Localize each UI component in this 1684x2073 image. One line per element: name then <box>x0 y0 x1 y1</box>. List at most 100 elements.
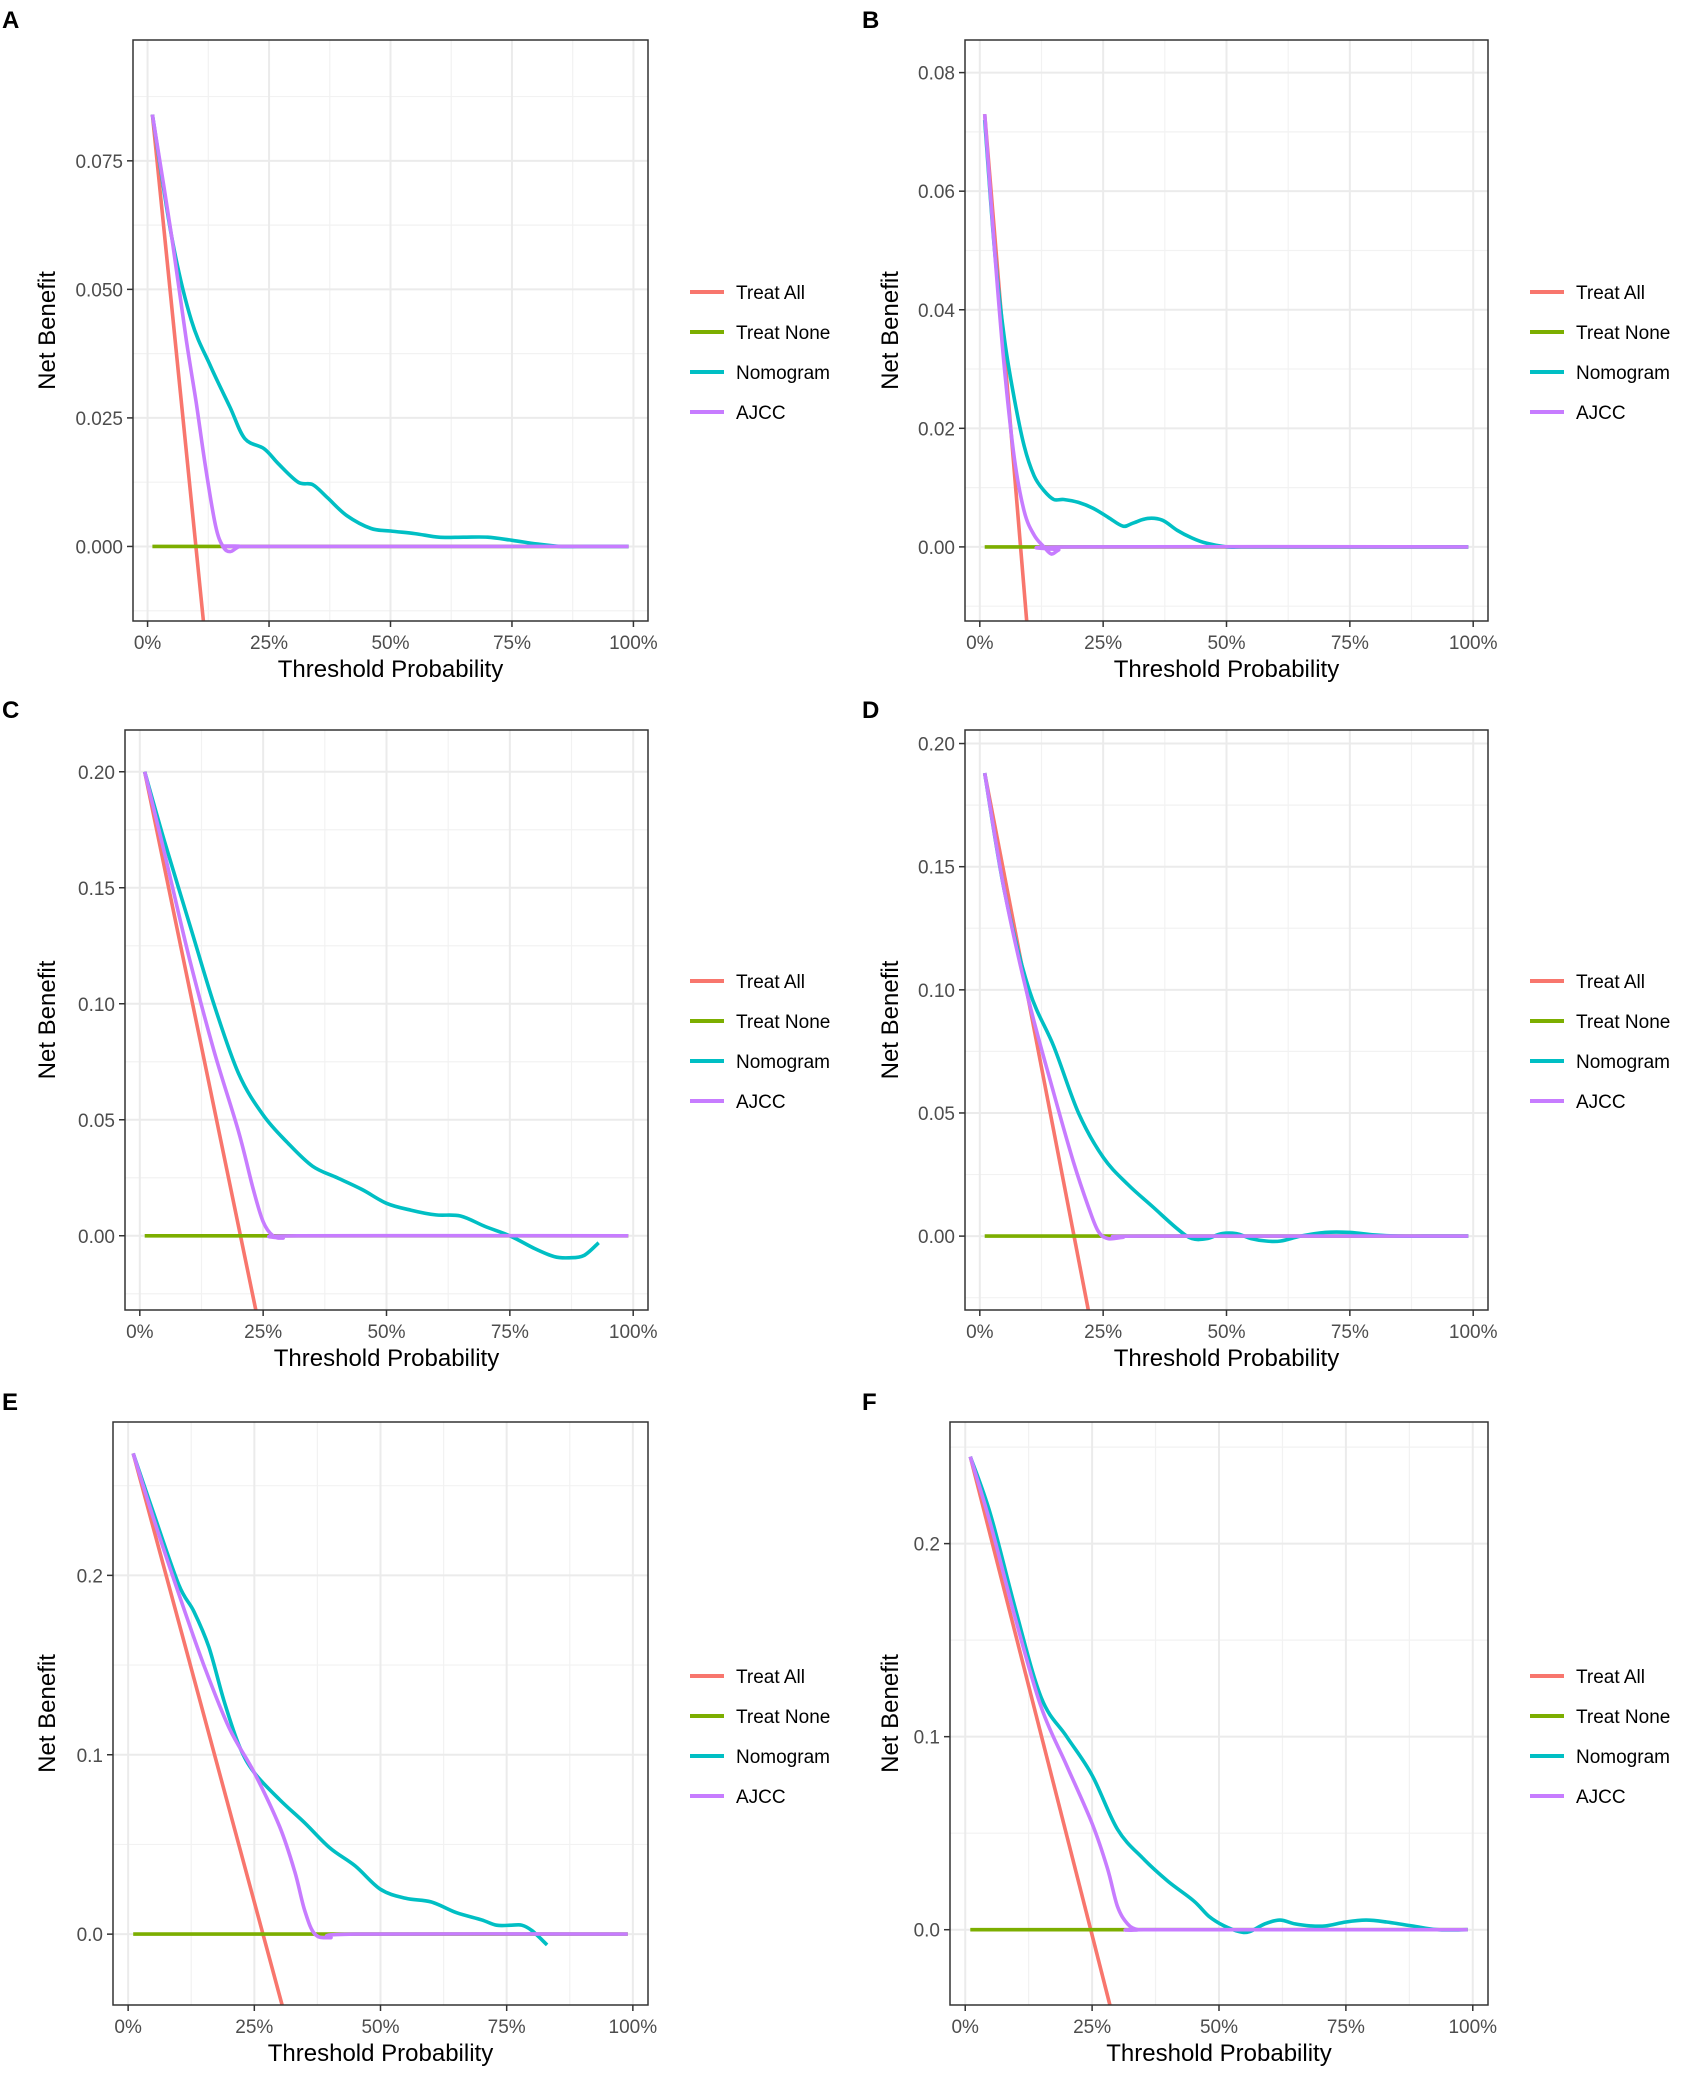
x-tick-label: 75% <box>493 633 531 654</box>
x-tick-label: 25% <box>1084 633 1122 654</box>
y-tick-label: 0.0 <box>77 1925 103 1946</box>
series-line-treat-all <box>131 1452 284 2006</box>
clip-mask <box>112 2006 649 2046</box>
legend-label-treat-none: Treat None <box>736 1012 830 1033</box>
legend-label-treat-none: Treat None <box>736 323 830 344</box>
y-axis-title: Net Benefit <box>877 271 904 390</box>
y-tick-label: 0.10 <box>918 981 955 1002</box>
legend-label-nomogram: Nomogram <box>1576 363 1670 384</box>
x-axis-title: Threshold Probability <box>268 2040 493 2067</box>
x-tick-label: 0% <box>134 633 162 654</box>
y-tick-label: 0.0 <box>914 1921 940 1942</box>
legend-label-ajcc: AJCC <box>736 403 786 424</box>
y-tick-label: 0.05 <box>918 1104 955 1125</box>
panel-label: F <box>862 1389 877 1416</box>
x-tick-label: 25% <box>1084 1322 1122 1343</box>
series-line-ajcc <box>982 113 1469 556</box>
clip-mask <box>132 622 649 662</box>
y-tick-label: 0.2 <box>914 1535 940 1556</box>
clip-mask <box>124 1311 649 1351</box>
y-tick-label: 0.00 <box>918 538 955 559</box>
legend-label-nomogram: Nomogram <box>736 1747 830 1768</box>
y-tick-label: 0.20 <box>78 763 115 784</box>
panel-label: E <box>2 1389 18 1416</box>
legend-label-ajcc: AJCC <box>1576 1787 1626 1808</box>
y-tick-label: 0.08 <box>918 64 955 85</box>
legend-label-treat-all: Treat All <box>1576 283 1645 304</box>
x-tick-label: 75% <box>1331 1322 1369 1343</box>
legend-label-nomogram: Nomogram <box>1576 1052 1670 1073</box>
legend-label-treat-all: Treat All <box>1576 972 1645 993</box>
legend: Treat All Treat None Nomogram AJCC <box>1530 972 1670 1113</box>
y-tick-label: 0.2 <box>77 1566 103 1587</box>
x-axis-title: Threshold Probability <box>1114 656 1339 683</box>
x-tick-label: 50% <box>371 633 409 654</box>
y-axis-title: Net Benefit <box>34 960 61 1079</box>
x-tick-label: 75% <box>491 1322 529 1343</box>
legend: Treat All Treat None Nomogram AJCC <box>690 972 830 1113</box>
x-tick-label: 100% <box>609 1322 658 1343</box>
legend: Treat All Treat None Nomogram AJCC <box>1530 283 1670 424</box>
y-tick-label: 0.02 <box>918 419 955 440</box>
legend-label-ajcc: AJCC <box>1576 403 1626 424</box>
x-tick-label: 50% <box>1207 1322 1245 1343</box>
y-axis-title: Net Benefit <box>34 1654 61 1773</box>
y-axis-title: Net Benefit <box>877 1654 904 1773</box>
x-tick-label: 75% <box>488 2017 526 2038</box>
y-tick-label: 0.15 <box>918 858 955 879</box>
y-tick-label: 0.15 <box>78 879 115 900</box>
series-line-ajcc <box>142 771 629 1240</box>
y-tick-label: 0.10 <box>78 995 115 1016</box>
x-tick-label: 100% <box>1449 1322 1498 1343</box>
x-tick-label: 100% <box>1448 2017 1497 2038</box>
legend-label-ajcc: AJCC <box>736 1787 786 1808</box>
legend-label-nomogram: Nomogram <box>736 1052 830 1073</box>
panel-label: A <box>2 7 19 34</box>
x-tick-label: 0% <box>114 2017 142 2038</box>
clip-mask <box>964 622 1489 662</box>
x-tick-label: 75% <box>1331 633 1369 654</box>
legend-label-treat-none: Treat None <box>1576 1012 1670 1033</box>
x-tick-label: 100% <box>609 633 658 654</box>
y-axis-title: Net Benefit <box>34 271 61 390</box>
x-tick-label: 100% <box>1449 633 1498 654</box>
legend-label-treat-all: Treat All <box>736 1667 805 1688</box>
legend: Treat All Treat None Nomogram AJCC <box>1530 1667 1670 1808</box>
y-tick-label: 0.20 <box>918 735 955 756</box>
series-line-treat-all <box>142 771 258 1311</box>
clip-mask <box>949 2006 1489 2046</box>
y-tick-label: 0.050 <box>75 280 123 301</box>
x-axis-title: Threshold Probability <box>278 656 503 683</box>
x-tick-label: 50% <box>1200 2017 1238 2038</box>
x-tick-label: 25% <box>1073 2017 1111 2038</box>
y-tick-label: 0.000 <box>75 537 123 558</box>
legend-label-ajcc: AJCC <box>1576 1092 1626 1113</box>
y-tick-label: 0.00 <box>918 1227 955 1248</box>
x-tick-label: 25% <box>235 2017 273 2038</box>
legend-label-nomogram: Nomogram <box>736 363 830 384</box>
legend-label-treat-none: Treat None <box>736 1707 830 1728</box>
panel-label: C <box>2 697 19 724</box>
legend-label-treat-none: Treat None <box>1576 1707 1670 1728</box>
y-axis-title: Net Benefit <box>877 960 904 1079</box>
panel-c: 0% 25% 50% 75% 100% 0.00 0.05 0.10 0.15 0.20 Thres… <box>2 697 830 1372</box>
x-tick-label: 50% <box>361 2017 399 2038</box>
panel-label: D <box>862 697 879 724</box>
x-tick-label: 100% <box>609 2017 658 2038</box>
series-line-ajcc <box>150 114 629 554</box>
series-line-nomogram <box>150 114 629 549</box>
panel-a: 0% 25% 50% 75% 100% 0.000 0.025 0.050 0.075 Thres… <box>2 7 830 683</box>
x-axis-title: Threshold Probability <box>1114 1345 1339 1372</box>
series-line-nomogram <box>142 771 600 1260</box>
x-tick-label: 50% <box>1207 633 1245 654</box>
legend-label-treat-all: Treat All <box>736 972 805 993</box>
y-tick-label: 0.00 <box>78 1227 115 1248</box>
x-tick-label: 0% <box>951 2017 979 2038</box>
x-tick-label: 75% <box>1327 2017 1365 2038</box>
legend-label-treat-none: Treat None <box>1576 323 1670 344</box>
x-tick-label: 25% <box>250 633 288 654</box>
legend-label-nomogram: Nomogram <box>1576 1747 1670 1768</box>
y-tick-label: 0.1 <box>914 1728 940 1749</box>
panel-d: 0% 25% 50% 75% 100% 0.00 0.05 0.10 0.15 0.20 Thres… <box>862 697 1670 1372</box>
x-tick-label: 0% <box>126 1322 154 1343</box>
